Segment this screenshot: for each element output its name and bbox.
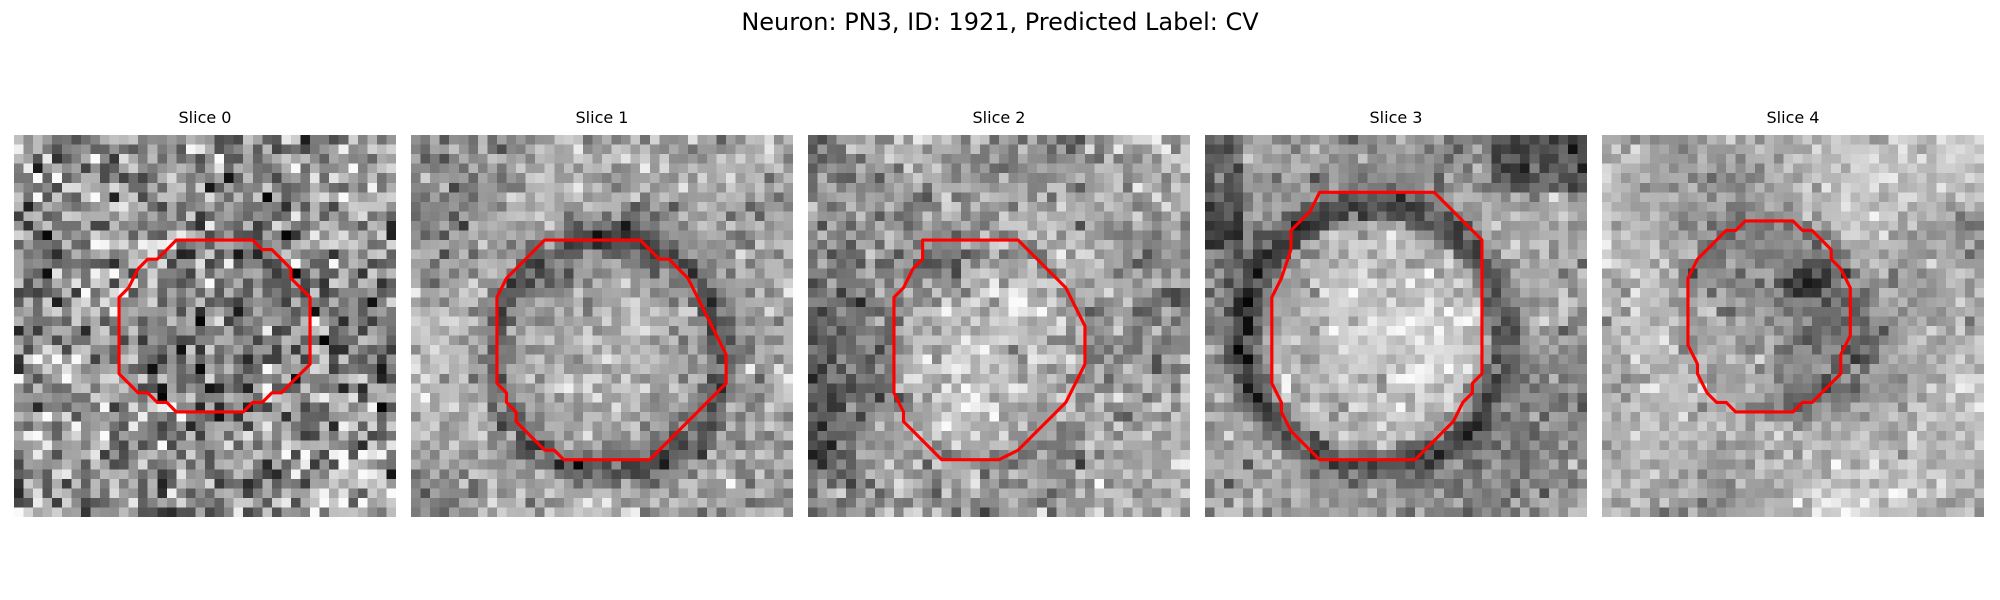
slice-panel-2: Slice 2: [808, 108, 1190, 517]
segmentation-contour-3: [1270, 190, 1484, 462]
slice-panel-3: Slice 3: [1205, 108, 1587, 517]
segmentation-contour-0: [117, 238, 312, 414]
slice-title-3: Slice 3: [1369, 108, 1423, 127]
slice-image-0: [14, 135, 396, 517]
segmentation-contour-1: [495, 238, 728, 462]
slice-image-1: [411, 135, 793, 517]
slice-image-4: [1602, 135, 1984, 517]
slice-panel-4: Slice 4: [1602, 108, 1984, 517]
slice-title-0: Slice 0: [178, 108, 232, 127]
slice-title-4: Slice 4: [1766, 108, 1820, 127]
slice-image-2: [808, 135, 1190, 517]
slice-title-1: Slice 1: [575, 108, 629, 127]
slice-panel-1: Slice 1: [411, 108, 793, 517]
figure-title: Neuron: PN3, ID: 1921, Predicted Label: …: [741, 8, 1259, 36]
segmentation-contour-4: [1686, 219, 1852, 414]
segmentation-contour-2: [892, 238, 1087, 462]
slice-panel-0: Slice 0: [14, 108, 396, 517]
slice-title-2: Slice 2: [972, 108, 1026, 127]
slice-image-3: [1205, 135, 1587, 517]
